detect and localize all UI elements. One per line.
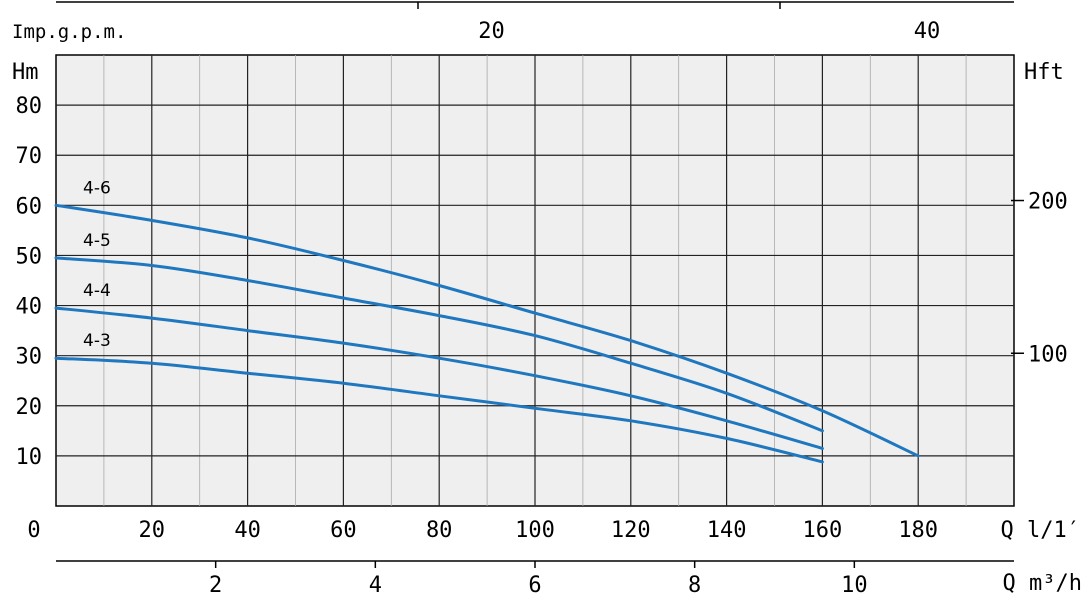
top-tick-label: 20 [478,19,505,44]
axis-labels: Imp.g.p.m. Hm Hft Q l/1′ Q m³/h [12,21,1082,596]
y-tick-label: 10 [16,445,43,470]
x-tick-label: 0 [27,518,40,543]
x-tick-label: 40 [234,518,261,543]
curve-4-5 [54,256,824,433]
x-tick-label: 140 [707,518,747,543]
x-tick-label: 120 [611,518,651,543]
y2-axis-label: Hft [1024,60,1064,85]
y-axis-label: Hm [12,60,39,85]
m3h-tick-label: 10 [841,573,868,598]
y-tick-label: 60 [16,194,43,219]
y-tick-label: 20 [16,395,43,420]
m3h-tick-label: 4 [369,573,382,598]
grid [56,55,1024,506]
curve-label-4-6: 4-6 [83,178,111,198]
curve-label-4-3: 4-3 [83,331,111,351]
curve-label-4-5: 4-5 [83,231,111,251]
y-tick-label: 30 [16,345,43,370]
y-tick-label: 50 [16,244,43,269]
curve-label-4-4: 4-4 [83,281,111,301]
x-axis-label: Q l/1′ [1001,518,1080,543]
x-tick-label: 180 [898,518,938,543]
y-tick-label: 80 [16,94,43,119]
top-tick-label: 40 [914,19,941,44]
m3h-tick-label: 2 [209,573,222,598]
curve-4-3 [54,356,824,464]
x-tick-label: 160 [803,518,843,543]
x-tick-label: 80 [426,518,453,543]
m3h-tick-label: 8 [688,573,701,598]
x-tick-label: 20 [139,518,166,543]
y2-tick-label: 200 [1028,190,1068,215]
y-tick-label: 70 [16,144,43,169]
curve-4-4 [54,306,824,450]
x-tick-label: 60 [330,518,357,543]
x-tick-label: 100 [515,518,555,543]
m3h-tick-label: 6 [528,573,541,598]
top-axis: 20 40 [56,1,1014,44]
m3h-axis: 2 4 6 8 10 [56,560,1014,598]
tick-labels: 0 20 40 60 80 100 120 140 160 180 10 20 30 40 50 60 70 80… [16,94,1068,543]
top-axis-label: Imp.g.p.m. [12,21,126,43]
curve-4-6 [54,203,920,458]
y2-tick-label: 100 [1028,342,1068,367]
pump-curves: 4-6 4-5 4-4 4-3 [54,178,920,464]
y-tick-label: 40 [16,295,43,320]
m3h-axis-label: Q m³/h [1003,571,1082,596]
